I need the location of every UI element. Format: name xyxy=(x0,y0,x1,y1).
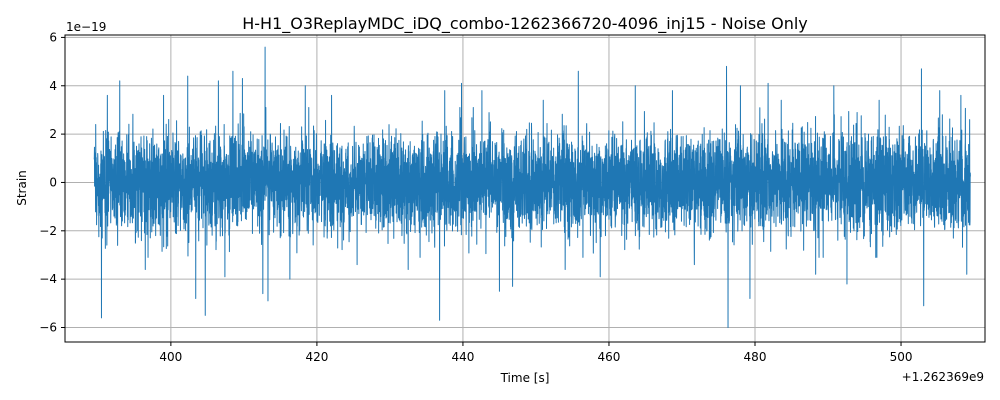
x-tick-label: 460 xyxy=(598,350,621,364)
x-offset-label: +1.262369e9 xyxy=(902,370,984,384)
x-tick-label: 400 xyxy=(159,350,182,364)
x-tick-label: 480 xyxy=(744,350,767,364)
chart-title: H-H1_O3ReplayMDC_iDQ_combo-1262366720-40… xyxy=(242,14,808,34)
x-axis-label: Time [s] xyxy=(500,371,550,385)
y-tick-label: −6 xyxy=(39,320,57,334)
y-tick-label: −4 xyxy=(39,272,57,286)
y-scale-label: 1e−19 xyxy=(66,20,106,34)
x-axis: 400 420 440 460 480 500 xyxy=(159,342,912,364)
y-tick-label: 0 xyxy=(49,175,57,189)
y-tick-label: −2 xyxy=(39,224,57,238)
y-axis: −6 −4 −2 0 2 4 6 xyxy=(39,30,65,334)
x-tick-label: 440 xyxy=(451,350,474,364)
y-tick-label: 2 xyxy=(49,127,57,141)
plot-frame xyxy=(64,34,986,343)
y-tick-label: 6 xyxy=(49,30,57,44)
series-line xyxy=(93,46,971,328)
y-tick-label: 4 xyxy=(49,79,57,93)
x-tick-label: 420 xyxy=(305,350,328,364)
series-layer xyxy=(93,46,971,328)
y-axis-label: Strain xyxy=(15,170,29,206)
x-tick-label: 500 xyxy=(890,350,913,364)
